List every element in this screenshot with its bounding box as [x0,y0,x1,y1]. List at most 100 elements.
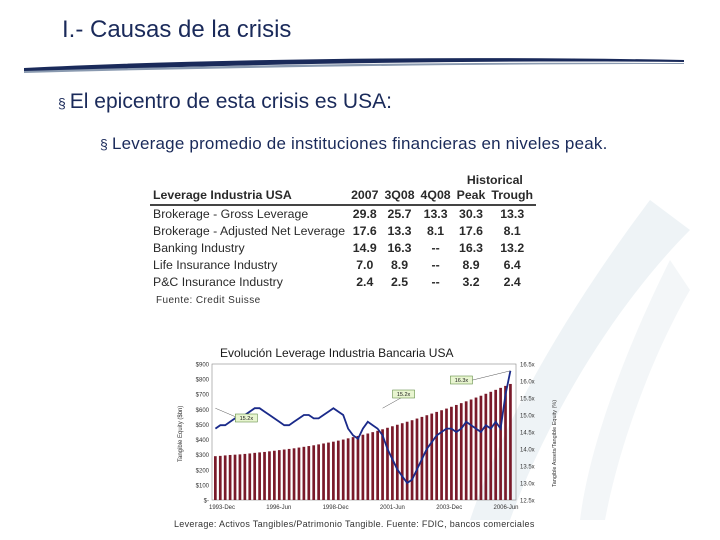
equity-bar [469,399,473,500]
y2-tick-label: 15.5x [520,397,535,403]
header-col-0: Leverage Industria USA [150,187,349,206]
y2-tick-label: 13.5x [520,465,535,471]
y-tick-label: $600 [196,408,210,414]
table-row: Life Insurance Industry 7.0 8.9 -- 8.9 6… [150,257,536,274]
equity-bar [243,453,247,500]
y-tick-label: $300 [196,453,210,459]
equity-bar [228,454,232,500]
bullet-sub: § Leverage promedio de instituciones fina… [100,134,608,154]
table-row: Banking Industry 14.9 16.3 -- 16.3 13.2 [150,240,536,257]
equity-bar [263,451,266,500]
equity-bar [484,393,488,500]
equity-bar [425,415,429,500]
equity-bar [218,455,222,500]
page-title: I.- Causas de la crisis [62,16,292,43]
cell: 29.8 [352,207,377,221]
equity-bar [282,449,286,500]
equity-bar [302,446,306,500]
y2-tick-label: 16.0x [520,380,535,386]
leverage-chart: $900 $800 $700 $600 $500 $400 $300 $200 $100 $- 16… [178,363,558,512]
equity-bar [450,406,453,500]
equity-bar [440,410,443,500]
equity-bar [356,435,360,500]
equity-bar [223,455,227,500]
y2-tick-label: 14.5x [520,431,535,437]
cell: 6.4 [503,258,521,272]
equity-bar [307,446,311,500]
cell: 14.9 [352,241,377,255]
x-tick-label: 2003-Dec [436,505,462,511]
cell: 8.1 [503,224,521,238]
cell: 8.9 [462,258,480,272]
equity-bar [287,448,291,500]
cell: 30.3 [459,207,483,221]
cell: 2.5 [390,275,409,289]
annotation-label: 15.2x [240,416,254,422]
equity-bar [400,423,404,500]
equity-bar [277,450,281,500]
annotation-label: 15.2x [397,392,411,398]
equity-bar [499,387,502,500]
cell: 17.6 [459,224,483,238]
equity-bar [504,385,507,500]
equity-bar [268,451,271,500]
header-col-3: 4Q08 [417,187,454,206]
equity-bar [238,454,242,500]
y2-tick-label: 12.5x [520,499,535,505]
bullet-sub-text: Leverage promedio de instituciones finan… [112,134,608,153]
cell: 25.7 [387,207,412,221]
equity-bar [410,420,414,500]
x-tick-label: 2006-Jun [493,505,518,511]
y2-tick-label: 16.5x [520,363,535,369]
equity-bar [494,389,498,500]
equity-bar [405,421,409,500]
y-tick-label: $100 [196,483,210,489]
annotation-box [450,375,473,385]
row-label: Banking Industry [153,241,245,255]
equity-bar [435,411,439,500]
y-tick-label: $400 [196,438,210,444]
row-label: Brokerage - Adjusted Net Leverage [153,224,346,238]
header-historical: Historical [466,173,523,187]
table-row: Brokerage - Adjusted Net Leverage 17.6 1… [150,223,536,240]
cell: 16.3 [459,241,483,255]
title-underline [24,58,684,73]
header-col-4: Peak [453,187,489,206]
leverage-line [214,370,512,485]
x-tick-label: 1998-Dec [323,505,349,511]
equity-bar [464,401,468,500]
equity-bar [366,433,370,500]
y-tick-label: $500 [196,423,210,429]
equity-bar [317,444,320,500]
annotation-label: 16.3x [455,378,469,384]
y2-axis-label: Tangible Assets/Tangible Equity (%) [552,400,558,487]
y2-tick-label: 13.0x [520,482,535,488]
y-tick-label: $700 [196,393,210,399]
y2-tick-label: 15.0x [520,414,535,420]
cell: 13.3 [500,207,525,221]
equity-bar [459,403,463,500]
cell: 3.2 [462,275,480,289]
cell: 16.3 [387,241,412,255]
bullet-marker-icon: § [100,136,108,152]
equity-bar [376,430,379,500]
equity-bar [233,454,237,500]
chart-title: Evolución Leverage Industria Bancaria US… [220,346,454,360]
equity-bar [297,447,301,500]
equity-bar [322,443,325,500]
equity-bar [474,397,478,500]
y-tick-label: $800 [196,378,210,384]
equity-bar [454,404,458,500]
bullet-marker-icon: § [58,95,66,111]
cell: -- [431,258,440,272]
y-tick-label: $- [204,499,209,505]
bullet-main-text: El epicentro de esta crisis es USA: [69,90,392,113]
cell: 8.1 [427,224,445,238]
equity-bar [292,448,296,500]
table-row: P&C Insurance Industry 2.4 2.5 -- 3.2 2.… [150,274,536,291]
equity-bar [509,383,512,500]
cell: -- [431,241,440,255]
y-tick-label: $200 [196,468,210,474]
x-tick-label: 1993-Dec [209,505,235,511]
cell: 7.0 [356,258,374,272]
